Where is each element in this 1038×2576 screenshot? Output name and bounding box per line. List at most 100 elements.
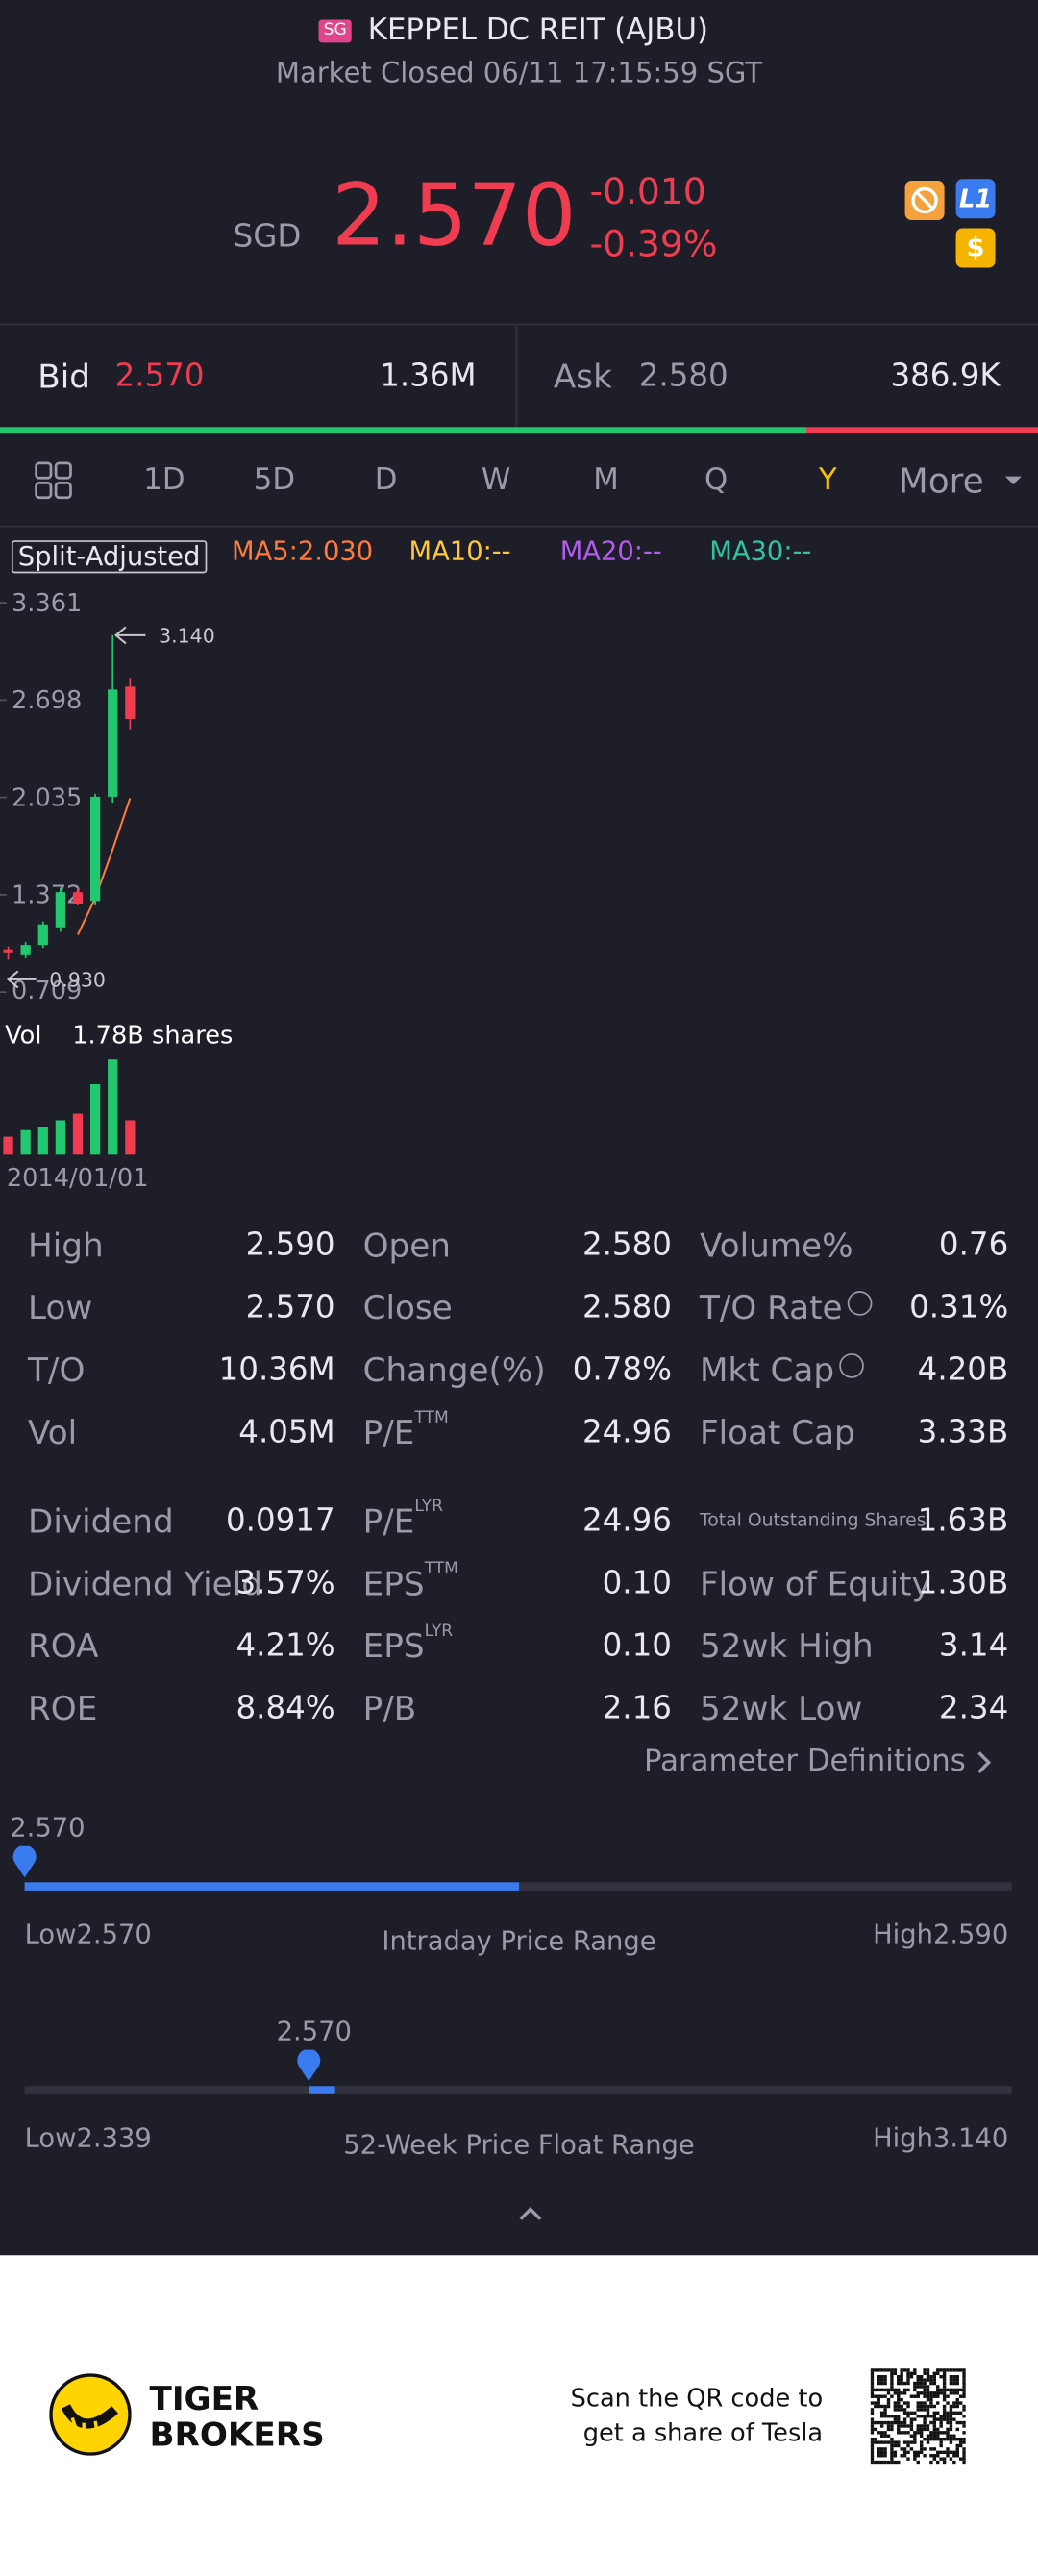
icon-badge xyxy=(915,190,934,211)
adjust-label[interactable]: Split-Adjusted xyxy=(11,540,208,574)
qr-module xyxy=(932,2391,937,2395)
qr-module xyxy=(952,2460,956,2465)
qr-module xyxy=(902,2401,907,2405)
qr-module xyxy=(916,2415,920,2418)
qr-module xyxy=(897,2394,901,2398)
definitions-link[interactable]: Parameter Definitions xyxy=(644,1744,966,1779)
qr-module xyxy=(890,2437,894,2441)
qr-module xyxy=(897,2443,901,2448)
qr-module xyxy=(932,2417,937,2421)
qr-module xyxy=(942,2391,947,2395)
qr-module xyxy=(932,2454,937,2458)
candle-body xyxy=(108,689,118,797)
stat-label: Open xyxy=(362,1225,451,1265)
qr-module xyxy=(883,2447,887,2451)
period-tab[interactable]: M xyxy=(593,462,619,498)
period-tab[interactable]: Y xyxy=(818,462,837,498)
qr-module xyxy=(958,2411,963,2415)
qr-module xyxy=(939,2375,943,2379)
stat-label: Float Cap xyxy=(699,1412,855,1452)
qr-module xyxy=(952,2401,956,2405)
qr-module xyxy=(913,2371,917,2376)
brand-logo xyxy=(61,2403,119,2429)
qr-module xyxy=(926,2385,930,2389)
qr-module xyxy=(936,2427,940,2432)
qr-module xyxy=(962,2431,966,2435)
qr-module xyxy=(883,2434,887,2438)
period-tab[interactable]: W xyxy=(481,462,511,498)
quote-panel xyxy=(0,0,1038,2256)
qr-module xyxy=(926,2427,930,2432)
qr-module xyxy=(946,2450,950,2455)
range-high-value: 2.590 xyxy=(932,1918,1009,1950)
qr-module xyxy=(962,2437,966,2441)
qr-module xyxy=(906,2388,910,2392)
qr-module xyxy=(893,2443,898,2448)
qr-module xyxy=(926,2434,930,2438)
qr-module xyxy=(890,2450,894,2455)
qr-module xyxy=(952,2437,956,2441)
qr-module xyxy=(913,2434,917,2438)
qr-module xyxy=(955,2450,959,2455)
qr-module xyxy=(962,2415,966,2418)
qr-module xyxy=(929,2394,933,2398)
qr-module xyxy=(879,2388,884,2392)
qr-module xyxy=(958,2394,963,2398)
range-high-text: High xyxy=(873,2121,933,2154)
qr-module xyxy=(902,2454,907,2458)
qr-module xyxy=(886,2460,891,2465)
stat-label: High xyxy=(28,1228,104,1261)
qr-module xyxy=(929,2437,933,2441)
qr-module xyxy=(897,2391,901,2395)
qr-module xyxy=(890,2457,894,2461)
qr-module xyxy=(870,2394,875,2398)
qr-module xyxy=(923,2437,927,2441)
qr-module xyxy=(886,2404,891,2409)
qr-module xyxy=(883,2404,887,2409)
qr-module xyxy=(874,2404,877,2409)
qr-module xyxy=(877,2378,880,2382)
qr-module xyxy=(902,2411,907,2415)
qr-module xyxy=(877,2368,880,2372)
qr-module xyxy=(929,2397,933,2402)
qr-module xyxy=(952,2375,956,2379)
stat-value: 0.10 xyxy=(602,1627,672,1665)
qr-module xyxy=(879,2368,884,2372)
qr-module xyxy=(897,2408,901,2412)
collapse-chevron xyxy=(519,2207,542,2220)
qr-module xyxy=(890,2394,894,2398)
chevron-right xyxy=(977,1751,992,1774)
period-tab[interactable]: More xyxy=(898,461,984,502)
y-tick-label: 0.709 xyxy=(12,977,82,1005)
qr-module xyxy=(919,2440,924,2444)
period-tab[interactable]: D xyxy=(374,462,398,498)
qr-module xyxy=(932,2404,937,2409)
qr-module xyxy=(955,2388,959,2392)
candle-body xyxy=(125,686,136,719)
qr-module xyxy=(906,2443,910,2448)
qr-module xyxy=(897,2427,901,2432)
qr-module xyxy=(958,2388,963,2392)
range-fill xyxy=(24,1882,520,1891)
high-arrow xyxy=(114,626,146,645)
qr-module xyxy=(909,2424,914,2428)
period-tab[interactable]: 1D xyxy=(143,462,185,498)
qr-module xyxy=(955,2391,959,2395)
qr-module xyxy=(906,2457,910,2461)
qr-module xyxy=(874,2368,877,2372)
stat-label: P/ELYR xyxy=(363,1499,443,1537)
period-tab[interactable]: 5D xyxy=(253,462,296,498)
qr-module xyxy=(909,2434,914,2438)
qr-module xyxy=(916,2401,920,2405)
period-tab[interactable]: Q xyxy=(704,462,729,498)
qr-module xyxy=(913,2385,917,2389)
stat-value: 24.96 xyxy=(581,1502,672,1540)
qr-module xyxy=(946,2447,950,2451)
qr-module xyxy=(897,2415,901,2418)
qr-module xyxy=(946,2388,950,2392)
qr-module xyxy=(932,2375,937,2379)
qr-module xyxy=(926,2437,930,2441)
qr-module xyxy=(942,2371,947,2376)
range-low-value: 2.339 xyxy=(76,2121,152,2154)
qr-module xyxy=(870,2440,875,2444)
